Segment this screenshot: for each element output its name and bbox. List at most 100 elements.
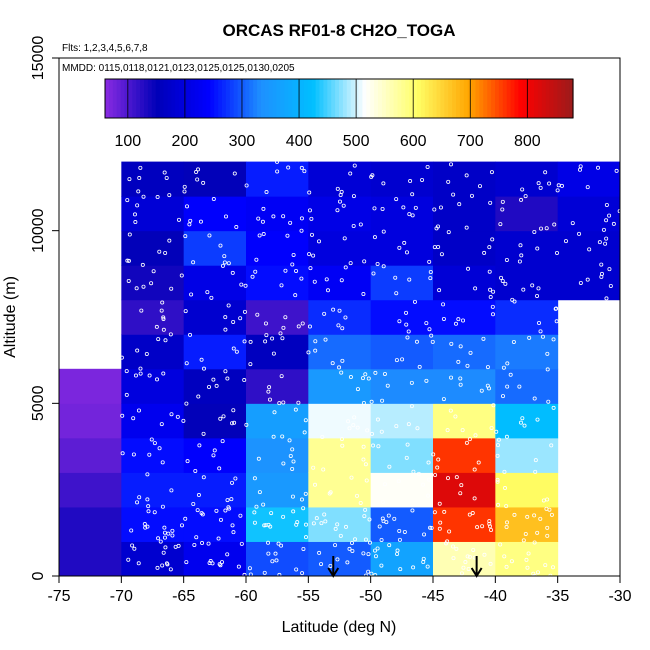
sample-point: [398, 567, 403, 572]
sample-point: [179, 523, 184, 528]
sample-point: [417, 364, 422, 369]
sample-point: [393, 275, 398, 280]
sample-point: [348, 375, 353, 380]
sample-point: [280, 434, 285, 439]
sample-point: [169, 286, 174, 291]
sample-point: [453, 321, 458, 326]
sample-point: [257, 490, 262, 495]
sample-point: [279, 543, 284, 548]
sample-point: [184, 560, 189, 565]
sample-point: [272, 410, 277, 415]
sample-point: [485, 383, 490, 388]
sample-point: [168, 332, 173, 337]
sample-point: [223, 369, 228, 374]
sample-point: [520, 416, 525, 421]
sample-point: [230, 523, 235, 528]
sample-point: [495, 477, 500, 482]
y-tick-label: 15000: [30, 36, 47, 81]
sample-point: [458, 491, 463, 496]
heatmap-cell: [495, 403, 559, 439]
sample-point: [270, 559, 275, 564]
x-tick-label: -65: [172, 588, 195, 605]
sample-point: [404, 455, 409, 460]
sample-point: [163, 250, 168, 255]
sample-point: [214, 383, 219, 388]
sample-point: [303, 491, 308, 496]
colorbar-swatch: [335, 79, 340, 118]
sample-point: [182, 184, 187, 189]
sample-point: [426, 493, 431, 498]
sample-point: [288, 453, 293, 458]
sample-point: [363, 507, 368, 512]
sample-point: [432, 510, 437, 515]
sample-point: [596, 165, 601, 170]
sample-point: [485, 365, 490, 370]
sample-point: [169, 488, 174, 493]
sample-point: [405, 335, 410, 340]
sample-point: [340, 358, 345, 363]
sample-point: [335, 557, 340, 562]
colorbar-swatch: [194, 79, 200, 118]
sample-point: [487, 521, 492, 526]
sample-point: [286, 165, 291, 170]
sample-point: [322, 512, 327, 517]
sample-point: [257, 233, 262, 238]
sample-point: [211, 197, 216, 202]
sample-point: [487, 245, 492, 250]
sample-point: [314, 516, 319, 521]
heatmap-cell: [59, 541, 122, 577]
sample-point: [409, 404, 414, 409]
sample-point: [317, 550, 322, 555]
sample-point: [271, 434, 276, 439]
heatmap-cell: [121, 196, 185, 232]
sample-point: [454, 475, 459, 480]
colorbar-swatch: [479, 79, 484, 118]
sample-point: [162, 525, 167, 530]
sample-point: [527, 335, 532, 340]
sample-point: [231, 408, 236, 413]
sample-point: [160, 460, 165, 465]
sample-point: [335, 186, 340, 191]
sample-point: [225, 376, 230, 381]
sample-point: [504, 257, 509, 262]
sample-point: [276, 541, 281, 546]
heatmap-cell: [59, 403, 122, 439]
colorbar-swatch: [264, 79, 270, 118]
sample-point: [466, 266, 471, 271]
sample-point: [427, 327, 432, 332]
sample-point: [216, 536, 221, 541]
sample-point: [406, 329, 411, 334]
sample-point: [188, 332, 193, 337]
colorbar-swatch: [327, 79, 332, 118]
colorbar-swatch: [491, 79, 496, 118]
sample-point: [380, 398, 385, 403]
colorbar-swatch: [311, 79, 317, 118]
sample-point: [135, 348, 140, 353]
sample-point: [211, 453, 216, 458]
sample-point: [472, 467, 477, 472]
heatmap-cell: [246, 437, 309, 473]
sample-point: [549, 512, 554, 517]
colorbar-tick-label: 500: [343, 133, 370, 150]
sample-point: [207, 560, 212, 565]
colorbar-tick-label: 800: [514, 133, 541, 150]
heatmap-cell: [495, 506, 559, 542]
heatmap-cell: [59, 437, 122, 473]
colorbar-swatch: [545, 79, 551, 118]
sample-point: [424, 378, 429, 383]
colorbar-swatch: [108, 79, 114, 118]
colorbar-swatch: [268, 79, 274, 118]
sample-point: [487, 519, 492, 524]
sample-point: [426, 477, 431, 482]
sample-point: [269, 511, 274, 516]
sample-point: [532, 229, 537, 234]
flights-subtitle: Flts: 1,2,3,4,5,6,7,8: [62, 43, 148, 54]
colorbar-swatch: [565, 79, 570, 118]
sample-point: [420, 177, 425, 182]
sample-point: [299, 228, 304, 233]
sample-point: [273, 551, 278, 556]
sample-point: [502, 554, 507, 559]
sample-point: [487, 269, 492, 274]
sample-point: [544, 226, 549, 231]
sample-point: [125, 258, 130, 263]
